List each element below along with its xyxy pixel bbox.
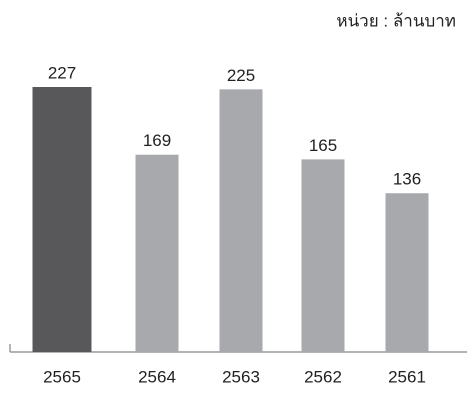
- x-tick-label: 2564: [138, 367, 176, 386]
- bar: [301, 159, 345, 352]
- bar: [135, 154, 179, 352]
- unit-label: หน่วย : ล้านบาท: [336, 11, 456, 30]
- x-tick-label: 2562: [304, 367, 342, 386]
- bar: [32, 87, 92, 352]
- x-tick-label: 2563: [222, 367, 260, 386]
- x-tick-label: 2561: [388, 367, 426, 386]
- value-label: 165: [309, 136, 337, 155]
- x-tick-label: 2565: [43, 367, 81, 386]
- bar: [385, 193, 429, 352]
- value-label: 169: [143, 131, 171, 150]
- bar: [219, 89, 263, 352]
- value-label: 227: [48, 63, 76, 82]
- value-label: 136: [393, 170, 421, 189]
- value-label: 225: [227, 66, 255, 85]
